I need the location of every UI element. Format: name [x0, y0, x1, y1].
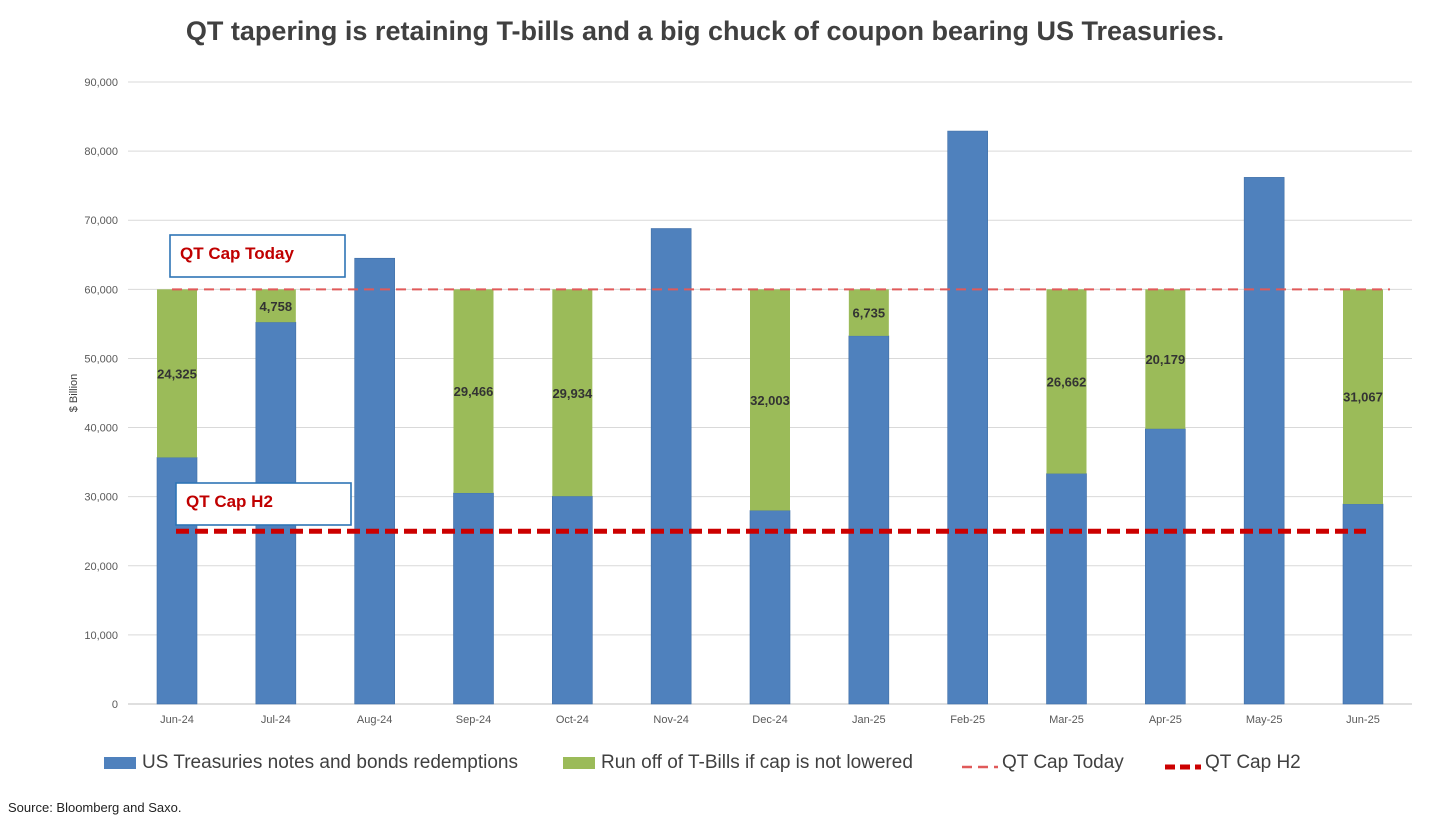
x-tick-label: Jun-25: [1346, 714, 1380, 726]
legend-item-qt-cap-h2: QT Cap H2: [1165, 752, 1301, 774]
bar-tbills: [848, 289, 889, 336]
y-tick-label: 10,000: [84, 630, 118, 642]
bar-us-treasuries: [650, 228, 692, 705]
x-tick-label: Mar-25: [1049, 714, 1084, 726]
bar-us-treasuries: [354, 257, 395, 705]
data-label: 26,662: [1047, 374, 1087, 389]
y-tick-label: 30,000: [84, 492, 118, 504]
data-label: 24,325: [157, 366, 197, 381]
legend-item-tbills: Run off of T-Bills if cap is not lowered: [563, 752, 913, 774]
legend-swatch-green: [563, 757, 595, 769]
data-labels: 24,325 4,758 29,466 29,934 32,003 6,735 26,662…: [157, 299, 1383, 408]
data-label: 6,735: [853, 306, 886, 321]
x-tick-label: Nov-24: [653, 714, 688, 726]
y-tick-label: 90,000: [84, 77, 118, 89]
bar-tbills: [750, 289, 790, 511]
x-tick-label: Sep-24: [456, 714, 491, 726]
legend-label: Run off of T-Bills if cap is not lowered: [601, 752, 913, 773]
legend-swatch-blue: [104, 757, 136, 769]
x-tick-label: Feb-25: [950, 714, 985, 726]
legend: US Treasuries notes and bonds redemption…: [0, 752, 1433, 778]
legend-item-us-treasuries: US Treasuries notes and bonds redemption…: [104, 752, 518, 774]
chart-title: QT tapering is retaining T-bills and a b…: [185, 16, 1225, 46]
annotations: QT Cap Today QT Cap H2: [169, 234, 352, 526]
y-tick-label: 50,000: [84, 353, 118, 365]
legend-bold-dashed-line-icon: [1165, 757, 1201, 770]
bar-tbills: [552, 289, 593, 497]
bar-us-treasuries: [947, 130, 988, 705]
y-axis-label: $ Billion: [68, 374, 80, 413]
bar-us-treasuries: [1145, 428, 1186, 705]
bar-tbills: [255, 289, 296, 323]
x-tick-label: Apr-25: [1149, 714, 1182, 726]
bar-us-treasuries: [749, 510, 791, 705]
y-tick-label: 40,000: [84, 423, 118, 435]
reference-lines: [172, 288, 1390, 534]
bar-tbills: [1046, 289, 1087, 474]
y-tick-label: 80,000: [84, 146, 118, 158]
y-tick-label: 20,000: [84, 561, 118, 573]
x-tick-label: Oct-24: [556, 714, 589, 726]
x-axis-ticks: Jun-24 Jul-24 Aug-24 Sep-24 Oct-24 Nov-24 Dec-…: [160, 714, 1380, 726]
legend-dashed-line-icon: [962, 757, 998, 769]
x-tick-label: Jun-24: [160, 714, 194, 726]
data-label: 29,934: [552, 386, 593, 401]
legend-item-qt-cap-today: QT Cap Today: [962, 752, 1124, 774]
data-label: 4,758: [260, 299, 293, 314]
bar-us-treasuries: [848, 335, 890, 705]
bar-us-treasuries: [1046, 473, 1087, 705]
y-tick-label: 0: [112, 699, 118, 711]
legend-label: QT Cap H2: [1205, 752, 1301, 773]
bar-us-treasuries: [552, 495, 593, 705]
annotation-qt-cap-h2: QT Cap H2: [186, 492, 273, 511]
bar-us-treasuries: [453, 492, 494, 705]
bars: [156, 130, 1384, 705]
annotation-box-qt-cap-today: [169, 234, 346, 278]
bar-tbills: [157, 289, 197, 458]
legend-label: US Treasuries notes and bonds redemption…: [142, 752, 518, 773]
x-tick-label: Jan-25: [852, 714, 886, 726]
x-tick-label: Jul-24: [261, 714, 291, 726]
bar-tbills: [1145, 289, 1186, 429]
data-label: 29,466: [454, 384, 494, 399]
y-axis-ticks: 0 10,000 20,000 30,000 40,000 50,000 60,000 70,…: [84, 77, 118, 711]
y-tick-label: 70,000: [84, 215, 118, 227]
annotation-qt-cap-today: QT Cap Today: [180, 244, 295, 263]
source-note: Source: Bloomberg and Saxo.: [8, 800, 182, 815]
x-tick-label: Dec-24: [752, 714, 787, 726]
x-tick-label: May-25: [1246, 714, 1283, 726]
bar-us-treasuries: [1342, 503, 1384, 705]
bar-us-treasuries: [1243, 177, 1285, 705]
data-label: 32,003: [750, 393, 790, 408]
y-tick-label: 60,000: [84, 284, 118, 296]
bar-tbills: [1343, 289, 1383, 505]
legend-label: QT Cap Today: [1002, 752, 1124, 773]
stacked-bar-chart: 0 10,000 20,000 30,000 40,000 50,000 60,000 70,…: [68, 77, 1412, 726]
bar-tbills: [453, 289, 494, 493]
data-label: 31,067: [1343, 390, 1383, 405]
data-label: 20,179: [1145, 352, 1185, 367]
annotation-box-qt-cap-h2: [175, 482, 352, 526]
x-tick-label: Aug-24: [357, 714, 392, 726]
